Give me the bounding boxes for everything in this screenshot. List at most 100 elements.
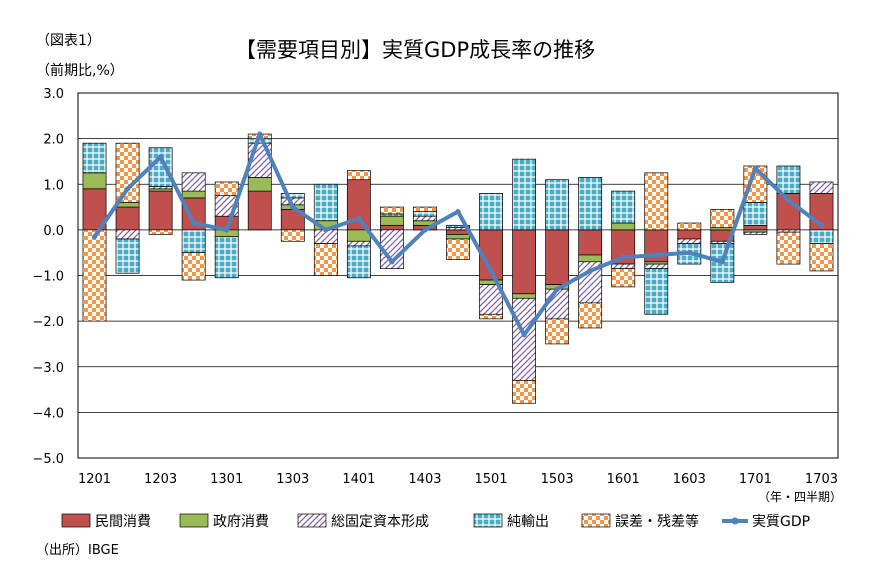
unit-label: （前期比,%）	[36, 63, 124, 79]
x-tick-label: 1403	[408, 472, 441, 487]
legend-swatch	[581, 513, 611, 528]
bar-segment	[181, 190, 206, 199]
x-tick-label: 1201	[78, 472, 111, 487]
bar-segment	[611, 190, 636, 224]
bar-segment	[578, 229, 603, 256]
bar-segment	[578, 302, 603, 329]
gdp-point	[224, 227, 230, 233]
bar-segment	[379, 206, 404, 215]
bar-segment	[545, 229, 570, 285]
bar-segment	[644, 172, 669, 231]
gdp-point	[785, 197, 792, 203]
gdp-point	[686, 250, 692, 256]
gdp-point	[818, 222, 825, 228]
gdp-point	[323, 227, 329, 233]
bar-segment	[413, 211, 437, 217]
bar-segment	[677, 222, 702, 231]
gdp-point	[488, 268, 494, 274]
bar-segment	[446, 234, 470, 240]
bar-segment	[148, 229, 173, 235]
bar-segment	[743, 202, 768, 226]
bar-segment	[82, 142, 107, 174]
legend-label: 実質GDP	[752, 514, 810, 530]
gdp-point	[389, 259, 395, 265]
bar-segment	[115, 229, 140, 240]
bar-segment	[710, 208, 735, 228]
x-tick-label: 1401	[342, 472, 375, 487]
bar-segment	[644, 263, 669, 270]
gdp-point	[653, 252, 659, 258]
legend-swatch	[297, 513, 327, 528]
x-tick-label: 1601	[607, 472, 640, 487]
bar-segment	[743, 224, 768, 231]
bar-segment	[115, 238, 140, 274]
gdp-point	[620, 254, 626, 260]
period-label: （年・四半期）	[758, 490, 843, 504]
bar-segment	[115, 206, 140, 231]
bar-segment	[776, 165, 801, 194]
gdp-point	[124, 186, 131, 192]
bar-segment	[346, 170, 371, 181]
bar-segment	[346, 245, 371, 279]
y-tick-label: 0.0	[43, 224, 64, 239]
bar-segment	[545, 179, 570, 231]
gdp-point	[91, 234, 98, 240]
bar-segment	[512, 380, 537, 404]
legend-label: 誤差・残差等	[615, 513, 699, 530]
bar-segment	[379, 215, 404, 226]
bar-segment	[809, 181, 834, 194]
legend-swatch	[179, 513, 209, 528]
bar-segment	[809, 229, 834, 244]
gdp-point	[719, 259, 725, 265]
bar-segment	[115, 142, 140, 203]
bar-segment	[512, 158, 537, 231]
bar-segment	[611, 268, 636, 288]
bar-segment	[479, 313, 503, 320]
gdp-point	[422, 227, 428, 233]
bar-segment	[677, 229, 702, 240]
bar-segment	[247, 190, 272, 231]
bar-segment	[611, 263, 636, 270]
bar-segment	[677, 238, 702, 244]
y-tick-label: 3.0	[43, 87, 64, 102]
bar-segment	[280, 193, 305, 199]
bar-segment	[611, 222, 636, 231]
x-tick-label: 1701	[739, 472, 772, 487]
x-tick-label: 1703	[805, 472, 838, 487]
gdp-point	[191, 220, 197, 226]
gdp-point	[158, 154, 164, 160]
source-label: （出所）IBGE	[36, 543, 119, 558]
bar-segment	[214, 236, 239, 279]
gdp-point	[356, 215, 362, 222]
bar-segment	[809, 243, 834, 272]
y-tick-label: −3.0	[32, 361, 64, 376]
bar-segment	[413, 206, 437, 212]
bar-segment	[512, 293, 537, 299]
bar-segment	[446, 224, 470, 228]
bar-segment	[181, 229, 206, 254]
bar-segment	[181, 172, 206, 192]
bar-segment	[313, 243, 338, 276]
bar-segment	[545, 318, 570, 345]
gdp-point	[455, 209, 461, 215]
gdp-point	[752, 165, 758, 171]
chart-title: 【需要項目別】実質GDP成長率の推移	[235, 38, 596, 62]
bar-segment	[776, 231, 801, 265]
bar-segment	[313, 183, 338, 222]
gdp-point	[521, 332, 527, 338]
x-tick-label: 1501	[474, 472, 507, 487]
legend-label: 純輸出	[507, 514, 549, 530]
bar-segment	[545, 288, 570, 320]
y-tick-label: −5.0	[32, 452, 64, 467]
bar-segment	[413, 215, 437, 222]
bar-segment	[181, 252, 206, 281]
legend-swatch-marker	[731, 517, 739, 525]
gdp-point	[257, 131, 263, 137]
x-tick-label: 1603	[673, 472, 706, 487]
gdp-point	[587, 268, 593, 274]
bar-segment	[479, 193, 503, 231]
y-tick-label: −1.0	[32, 270, 64, 285]
bar-segment	[82, 229, 107, 322]
x-tick-label: 1301	[210, 472, 243, 487]
